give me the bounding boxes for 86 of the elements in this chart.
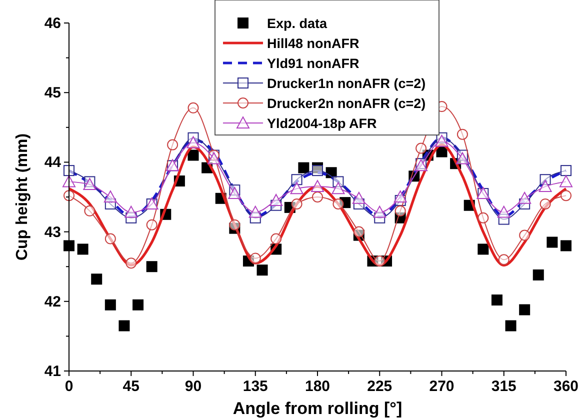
point xyxy=(248,206,262,218)
y-tick-label: 42 xyxy=(44,293,61,310)
point xyxy=(104,233,116,244)
point xyxy=(290,182,304,194)
point xyxy=(104,190,117,202)
x-axis-title: Angle from rolling [°] xyxy=(232,399,402,418)
point xyxy=(77,244,88,255)
point xyxy=(416,142,427,154)
point xyxy=(519,230,530,241)
point xyxy=(498,254,510,266)
x-tick-label: 360 xyxy=(553,378,579,395)
point xyxy=(186,136,200,148)
point xyxy=(497,206,510,218)
y-axis-title: Cup height (mm) xyxy=(14,133,31,261)
point xyxy=(532,269,544,280)
point xyxy=(374,256,386,267)
legend-label: Yld2004-18p AFR xyxy=(267,116,378,131)
point xyxy=(505,320,516,332)
point xyxy=(146,261,158,272)
point xyxy=(326,167,337,178)
point xyxy=(436,146,448,158)
point xyxy=(312,165,323,176)
point xyxy=(291,198,302,210)
y-tick-label: 46 xyxy=(44,15,61,32)
point xyxy=(188,102,199,114)
legend-label: Drucker1n nonAFR (c=2) xyxy=(267,76,426,91)
point xyxy=(91,274,102,285)
point xyxy=(456,152,469,164)
point xyxy=(478,244,489,255)
y-tick-label: 45 xyxy=(44,84,61,102)
x-tick-label: 225 xyxy=(367,378,392,395)
point xyxy=(560,175,572,188)
legend-label: Yld91 nonAFR xyxy=(267,56,360,71)
legend-label: Exp. data xyxy=(267,16,328,31)
point xyxy=(84,205,96,216)
point xyxy=(291,174,302,186)
point xyxy=(394,205,406,216)
point xyxy=(456,128,468,140)
point xyxy=(373,206,386,218)
point xyxy=(332,198,344,210)
point xyxy=(540,198,551,210)
x-tick-label: 270 xyxy=(429,378,454,395)
y-tick-label: 41 xyxy=(44,363,61,380)
point xyxy=(435,134,448,147)
point xyxy=(207,152,220,164)
point xyxy=(167,139,178,150)
x-tick-label: 315 xyxy=(491,378,516,395)
point xyxy=(538,180,552,192)
x-tick-label: 45 xyxy=(122,378,140,395)
point xyxy=(332,182,345,194)
point xyxy=(124,206,138,218)
point xyxy=(340,197,351,208)
point xyxy=(353,226,364,238)
y-tick-label: 43 xyxy=(44,224,61,241)
point xyxy=(478,212,489,224)
point xyxy=(228,187,242,200)
point xyxy=(560,240,572,252)
point xyxy=(518,192,532,204)
point xyxy=(229,219,240,230)
x-tick-label: 90 xyxy=(184,378,202,395)
point xyxy=(132,299,144,310)
point xyxy=(83,178,96,190)
point xyxy=(104,299,116,310)
point xyxy=(126,258,137,269)
point xyxy=(64,240,74,252)
point xyxy=(352,192,366,204)
point xyxy=(491,294,502,306)
point xyxy=(394,190,407,202)
point xyxy=(546,236,558,248)
point xyxy=(312,192,323,202)
x-tick-label: 180 xyxy=(304,378,330,395)
point xyxy=(270,194,283,206)
point xyxy=(311,180,324,192)
point xyxy=(118,320,130,332)
point xyxy=(250,252,261,264)
point xyxy=(256,264,268,276)
point xyxy=(298,162,310,174)
legend-label: Drucker2n nonAFR (c=2) xyxy=(267,96,426,111)
x-tick-label: 0 xyxy=(64,378,74,395)
legend-label: Hill48 nonAFR xyxy=(267,36,360,51)
point xyxy=(188,150,199,161)
point xyxy=(146,219,158,230)
x-tick-label: 135 xyxy=(242,378,268,395)
point xyxy=(270,233,282,244)
point xyxy=(519,304,530,316)
y-tick-label: 44 xyxy=(44,154,62,172)
